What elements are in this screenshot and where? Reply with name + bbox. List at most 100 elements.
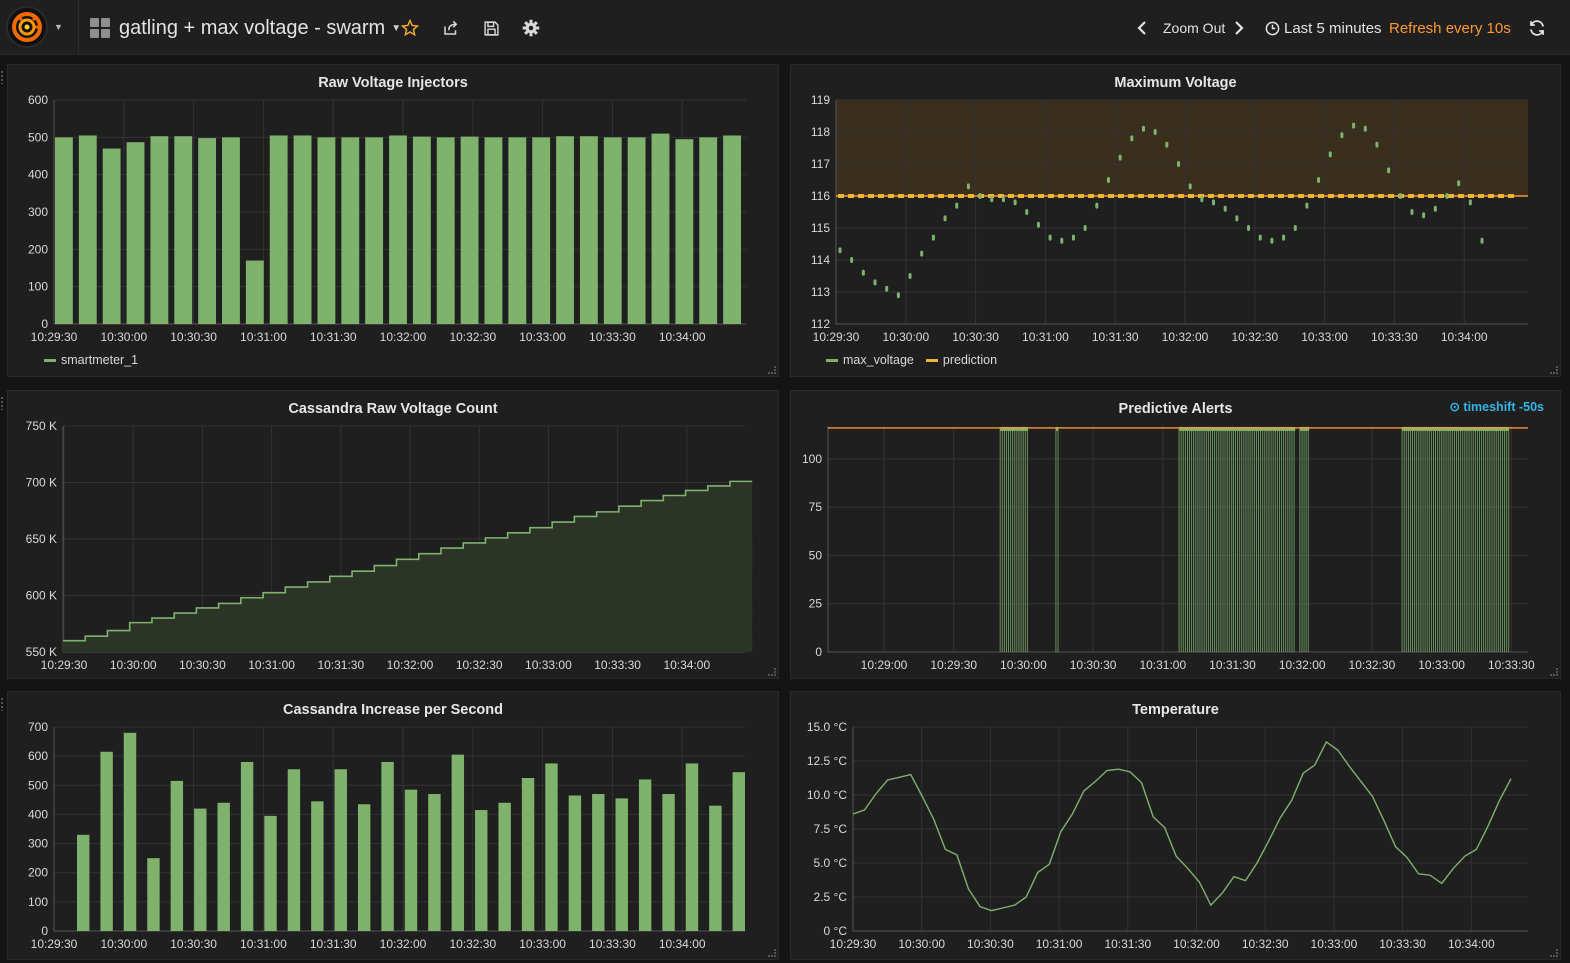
x-tick-label: 10:31:00 — [240, 937, 287, 951]
chevron-left-icon — [1137, 21, 1146, 35]
bar — [475, 810, 488, 931]
max-voltage-point — [955, 202, 959, 209]
legend-item-smartmeter[interactable]: smartmeter_1 — [44, 353, 138, 367]
x-tick-label: 10:31:30 — [310, 330, 357, 344]
alert-span-cap — [1179, 426, 1296, 431]
prediction-point — [1068, 194, 1074, 198]
dashboard-grid-icon — [90, 18, 110, 38]
x-tick-label: 10:32:00 — [1162, 330, 1209, 344]
panel-title[interactable]: Temperature — [1132, 702, 1219, 718]
bar — [412, 136, 431, 324]
y-tick-label: 12.5 °C — [807, 754, 847, 768]
prediction-point — [898, 194, 904, 198]
bar — [287, 769, 301, 931]
panel-title[interactable]: Predictive Alerts — [1118, 401, 1233, 417]
x-tick-label: 10:29:30 — [41, 658, 88, 672]
x-tick-label: 10:34:00 — [659, 937, 706, 951]
x-tick-label: 10:29:30 — [31, 937, 78, 951]
bar — [592, 794, 605, 931]
prediction-point — [1258, 194, 1264, 198]
row-drag-handle[interactable] — [0, 697, 5, 711]
panel-resize-handle[interactable] — [1550, 668, 1558, 676]
row-drag-handle[interactable] — [0, 70, 5, 84]
x-tick-label: 10:34:00 — [1448, 937, 1495, 951]
legend: smartmeter_1 — [44, 353, 150, 367]
x-tick-label: 10:33:00 — [1301, 330, 1348, 344]
time-range-picker[interactable]: Last 5 minutes — [1265, 14, 1382, 42]
max-voltage-point — [1328, 151, 1332, 158]
panel-cassandra-raw-voltage-count: Cassandra Raw Voltage Count 550 K 600 K 65… — [7, 390, 779, 679]
max-voltage-point — [908, 273, 912, 279]
panel-resize-handle[interactable] — [1550, 949, 1558, 957]
legend-item-prediction[interactable]: prediction — [925, 353, 997, 367]
refresh-button[interactable] — [1528, 14, 1546, 42]
panel-resize-handle[interactable] — [768, 949, 776, 957]
bar — [508, 137, 527, 324]
prediction-point — [1108, 194, 1114, 198]
bar — [100, 751, 113, 931]
cassandra-count-area-chart: 550 K 600 K 650 K 700 K 750 K 10:29:30 10:30:0… — [26, 419, 753, 672]
panel-title[interactable]: Maximum Voltage — [1114, 75, 1237, 91]
grafana-menu-button[interactable]: ▼ — [6, 4, 68, 50]
share-button[interactable] — [435, 12, 467, 44]
star-button[interactable] — [394, 12, 426, 44]
prediction-point — [1208, 194, 1214, 198]
legend-label: max_voltage — [843, 353, 914, 367]
legend-swatch — [44, 358, 56, 362]
time-back-button[interactable] — [1137, 14, 1147, 42]
time-forward-button[interactable] — [1234, 14, 1244, 42]
settings-button[interactable] — [515, 12, 547, 44]
prediction-point — [1388, 194, 1394, 198]
bar — [498, 802, 511, 931]
max-voltage-point — [1247, 225, 1251, 231]
max-voltage-point — [1071, 234, 1075, 241]
chevron-right-icon — [1235, 21, 1244, 35]
panel-resize-handle[interactable] — [768, 366, 776, 374]
legend-label: smartmeter_1 — [61, 353, 139, 367]
x-tick-label: 10:30:00 — [1000, 658, 1047, 672]
prediction-point — [1188, 194, 1194, 198]
zoom-out-button[interactable]: Zoom Out — [1163, 14, 1225, 42]
refresh-interval-picker[interactable]: Refresh every 10s — [1389, 14, 1511, 42]
panel-resize-handle[interactable] — [1550, 366, 1558, 374]
x-tick-label: 10:32:30 — [1231, 330, 1278, 344]
x-tick-label: 10:29:30 — [813, 330, 860, 344]
prediction-point — [1148, 194, 1154, 198]
bar — [723, 135, 741, 324]
dashboard-picker-button[interactable]: gatling + max voltage - swarm ▼ — [90, 10, 401, 46]
x-tick-label: 10:33:00 — [519, 937, 566, 951]
bar — [78, 135, 97, 324]
panel-title[interactable]: Raw Voltage Injectors — [318, 75, 468, 91]
x-tick-label: 10:33:00 — [525, 658, 572, 672]
y-tick-label: 5.0 °C — [814, 856, 848, 870]
bar — [147, 858, 160, 931]
bar — [389, 135, 407, 324]
panel-predictive-alerts: Predictive Alerts ⊙ timeshift -50s 0 25 50… — [790, 390, 1561, 679]
prediction-point — [1348, 194, 1354, 198]
star-icon — [401, 19, 419, 37]
x-tick-label: 10:33:00 — [519, 330, 566, 344]
legend-item-max-voltage[interactable]: max_voltage — [826, 353, 914, 367]
bar — [568, 795, 582, 931]
prediction-point — [868, 194, 874, 198]
max-voltage-point — [1317, 177, 1321, 183]
temperature-line — [852, 740, 1512, 912]
threshold-region — [836, 100, 1528, 196]
row-drag-handle[interactable] — [0, 396, 5, 410]
bar — [334, 769, 347, 931]
y-tick-label: 114 — [811, 253, 830, 267]
bar — [293, 135, 312, 324]
x-tick-label: 10:31:30 — [310, 937, 357, 951]
x-tick-label: 10:33:00 — [1418, 658, 1465, 672]
panel-title[interactable]: Cassandra Raw Voltage Count — [288, 401, 498, 417]
panel-title[interactable]: Cassandra Increase per Second — [282, 702, 504, 718]
timeshift-label: timeshift -50s — [1463, 400, 1544, 414]
x-tick-label: 10:33:30 — [1379, 937, 1426, 951]
save-button[interactable] — [475, 12, 507, 44]
max-voltage-point — [1188, 183, 1192, 190]
panel-resize-handle[interactable] — [768, 668, 776, 676]
x-tick-label: 10:33:30 — [589, 330, 636, 344]
x-tick-label: 10:30:00 — [100, 330, 147, 344]
bar — [317, 137, 336, 324]
max-voltage-point — [1177, 161, 1181, 167]
